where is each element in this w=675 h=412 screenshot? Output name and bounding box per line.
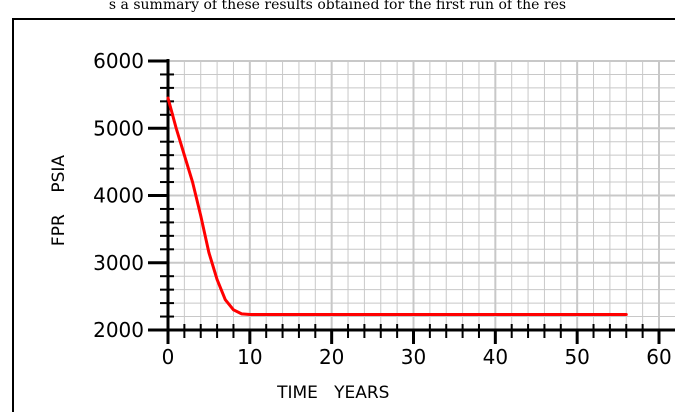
x-tick-label: 40 bbox=[483, 345, 508, 369]
y-tick-label: 5000 bbox=[93, 116, 144, 140]
series-layer bbox=[166, 96, 628, 317]
y-tick-label: 2000 bbox=[93, 318, 144, 342]
y-tick-label: 6000 bbox=[93, 49, 144, 73]
y-tick-label: 4000 bbox=[93, 184, 144, 208]
x-tick-label: 10 bbox=[237, 345, 262, 369]
x-tick-label: 60 bbox=[646, 345, 671, 369]
tick-labels: 2000 3000 4000 5000 6000 0 10 20 30 40 50 60 bbox=[93, 49, 672, 369]
x-tick-label: 50 bbox=[564, 345, 589, 369]
x-tick-label: 0 bbox=[162, 345, 175, 369]
tick-marks bbox=[148, 59, 661, 344]
top-caption-text: s a summary of these results obtained fo… bbox=[108, 0, 567, 13]
y-tick-label: 3000 bbox=[93, 251, 144, 275]
x-axis-title: TIME YEARS bbox=[276, 383, 389, 403]
x-tick-label: 20 bbox=[319, 345, 344, 369]
x-tick-label: 30 bbox=[401, 345, 426, 369]
major-grid bbox=[168, 60, 675, 330]
chart-frame bbox=[12, 18, 675, 412]
y-axis-title: FPR PSIA bbox=[49, 155, 69, 247]
series-line-0 bbox=[166, 96, 628, 317]
